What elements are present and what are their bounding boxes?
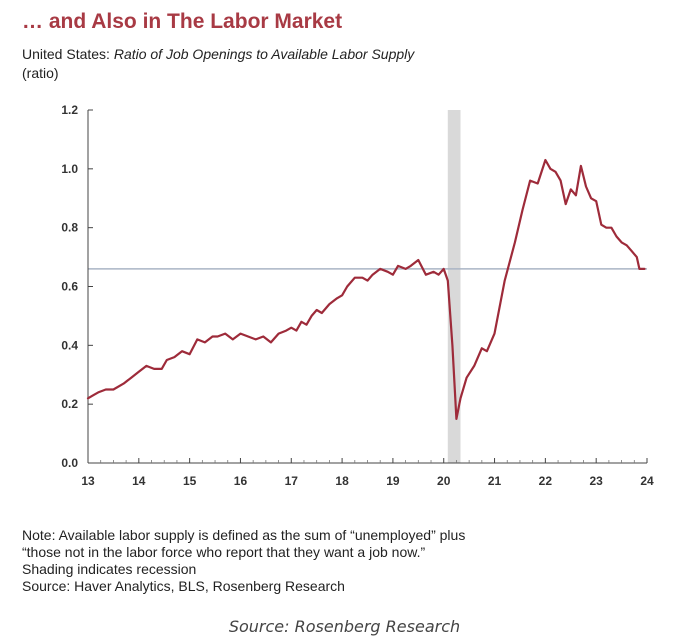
y-tick-label: 0.6: [61, 280, 78, 294]
y-tick-label: 0.4: [61, 338, 78, 352]
chart-notes: Note: Available labor supply is defined …: [22, 527, 465, 595]
note-line-3: Shading indicates recession: [22, 561, 197, 577]
x-tick-label: 19: [386, 474, 400, 488]
x-tick-label: 17: [285, 474, 299, 488]
chart-title: … and Also in The Labor Market: [22, 10, 343, 33]
y-tick-label: 0.2: [61, 397, 78, 411]
x-tick-label: 16: [234, 474, 248, 488]
x-tick-label: 22: [539, 474, 553, 488]
y-axis-unit: (ratio): [22, 65, 59, 81]
line-chart: 0.0 0.2 0.4 0.6 0.8 1.0 1.2 13 14 15 16 17 18 19 20 21 2…: [61, 103, 654, 488]
note-line-4: Source: Haver Analytics, BLS, Rosenberg …: [22, 578, 345, 594]
y-tick-label: 0.0: [61, 456, 78, 470]
subtitle-prefix: United States:: [22, 46, 110, 62]
recession-shading: [447, 110, 461, 463]
x-tick-label: 18: [335, 474, 349, 488]
chart-subtitle: United States: Ratio of Job Openings to …: [22, 46, 414, 62]
y-tick-label: 1.0: [61, 162, 78, 176]
x-tick-label: 21: [488, 474, 502, 488]
x-tick-label: 14: [132, 474, 146, 488]
source-caption: Source: Rosenberg Research: [228, 617, 461, 636]
x-tick-label: 24: [640, 474, 654, 488]
x-tick-label: 15: [183, 474, 197, 488]
y-tick-label: 1.2: [61, 103, 78, 117]
subtitle-italic: Ratio of Job Openings to Available Labor…: [113, 46, 415, 62]
x-tick-label: 20: [437, 474, 451, 488]
y-tick-label: 0.8: [61, 221, 78, 235]
note-line-2: “those not in the labor force who report…: [22, 544, 426, 560]
note-line-1: Note: Available labor supply is defined …: [22, 527, 466, 543]
x-tick-label: 23: [590, 474, 604, 488]
series-line: [86, 158, 646, 420]
x-tick-label: 13: [81, 474, 95, 488]
